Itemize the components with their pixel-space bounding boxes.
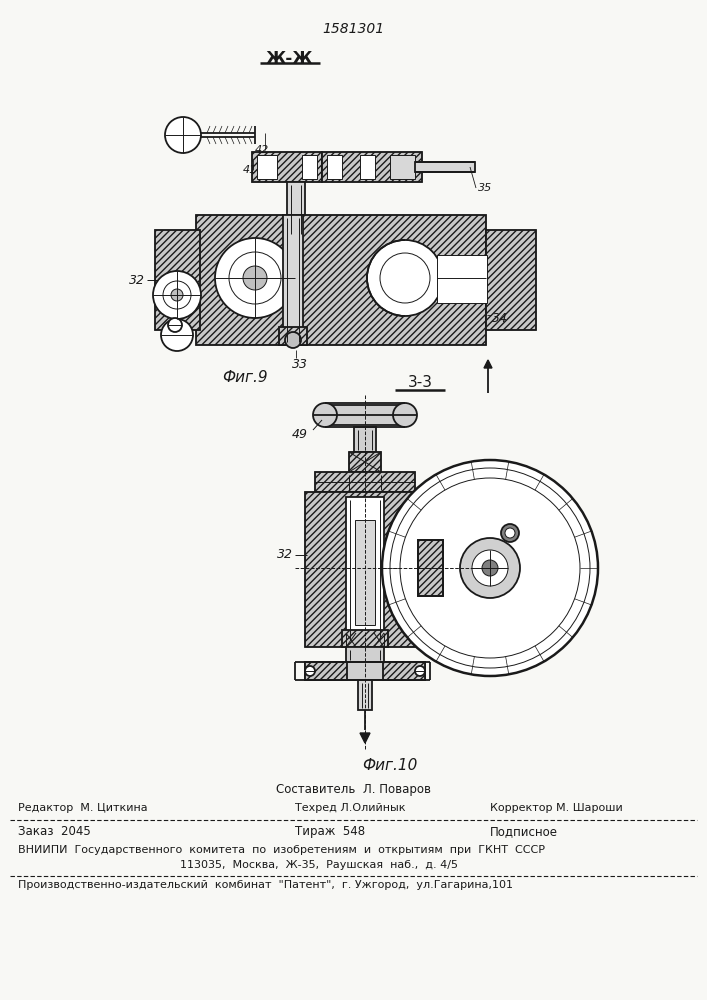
- Text: 33: 33: [292, 358, 308, 371]
- Text: 1581301: 1581301: [322, 22, 384, 36]
- Bar: [327, 155, 342, 179]
- Bar: [390, 155, 415, 179]
- Bar: [360, 155, 375, 179]
- Text: Заказ  2045: Заказ 2045: [18, 825, 90, 838]
- Text: Фиг.9: Фиг.9: [222, 370, 268, 385]
- Circle shape: [163, 281, 191, 309]
- Bar: [415, 162, 475, 172]
- Polygon shape: [360, 733, 370, 743]
- Polygon shape: [196, 215, 486, 345]
- Circle shape: [482, 560, 498, 576]
- Circle shape: [501, 524, 519, 542]
- Circle shape: [367, 240, 443, 316]
- Polygon shape: [486, 230, 536, 330]
- Polygon shape: [252, 152, 322, 182]
- Circle shape: [161, 319, 193, 351]
- Circle shape: [305, 666, 315, 676]
- Bar: [358, 680, 372, 710]
- Text: Составитель  Л. Поваров: Составитель Л. Поваров: [276, 783, 431, 796]
- Polygon shape: [418, 540, 443, 596]
- Polygon shape: [342, 630, 388, 647]
- Text: 35: 35: [478, 183, 492, 193]
- Text: 32: 32: [277, 548, 293, 562]
- Text: 113035,  Москва,  Ж-35,  Раушская  наб.,  д. 4/5: 113035, Москва, Ж-35, Раушская наб., д. …: [180, 860, 458, 870]
- Polygon shape: [349, 452, 381, 472]
- Circle shape: [171, 289, 183, 301]
- Text: Техред Л.Олийнык: Техред Л.Олийнык: [295, 803, 406, 813]
- Bar: [354, 427, 376, 452]
- Polygon shape: [383, 662, 425, 680]
- Text: 3-3: 3-3: [407, 375, 433, 390]
- Circle shape: [313, 403, 337, 427]
- Circle shape: [165, 117, 201, 153]
- Polygon shape: [305, 662, 347, 680]
- Circle shape: [393, 403, 417, 427]
- Circle shape: [460, 538, 520, 598]
- Text: Производственно-издательский  комбинат  "Патент",  г. Ужгород,  ул.Гагарина,101: Производственно-издательский комбинат "П…: [18, 880, 513, 890]
- Bar: [302, 155, 317, 179]
- Polygon shape: [315, 472, 415, 492]
- Circle shape: [380, 253, 430, 303]
- Bar: [346, 647, 384, 662]
- Circle shape: [415, 666, 425, 676]
- Text: Корректор М. Шароши: Корректор М. Шароши: [490, 803, 623, 813]
- Circle shape: [472, 550, 508, 586]
- Text: Ж-Ж: Ж-Ж: [267, 50, 314, 68]
- Circle shape: [153, 271, 201, 319]
- Bar: [257, 155, 277, 179]
- Circle shape: [382, 460, 598, 676]
- Bar: [437, 255, 487, 303]
- Circle shape: [400, 478, 580, 658]
- Text: Тираж  548: Тираж 548: [295, 825, 365, 838]
- Circle shape: [168, 318, 182, 332]
- Text: Редактор  М. Циткина: Редактор М. Циткина: [18, 803, 148, 813]
- Polygon shape: [155, 230, 200, 330]
- Circle shape: [285, 332, 301, 348]
- Polygon shape: [305, 492, 420, 647]
- Bar: [305, 662, 425, 680]
- Circle shape: [505, 528, 515, 538]
- Polygon shape: [484, 360, 492, 368]
- Circle shape: [243, 266, 267, 290]
- Bar: [320, 405, 410, 425]
- Bar: [283, 215, 303, 345]
- Bar: [355, 520, 375, 625]
- Polygon shape: [322, 152, 422, 182]
- Text: 49: 49: [292, 428, 308, 441]
- Text: 41: 41: [243, 165, 257, 175]
- Text: ВНИИПИ  Государственного  комитета  по  изобретениям  и  открытиям  при  ГКНТ  С: ВНИИПИ Государственного комитета по изоб…: [18, 845, 545, 855]
- Circle shape: [229, 252, 281, 304]
- Bar: [346, 497, 384, 642]
- Text: Подписное: Подписное: [490, 825, 558, 838]
- Text: Фиг.10: Фиг.10: [362, 758, 418, 773]
- Bar: [287, 182, 305, 237]
- Bar: [418, 540, 443, 596]
- Polygon shape: [279, 327, 307, 345]
- Circle shape: [215, 238, 295, 318]
- Text: 32: 32: [129, 273, 145, 286]
- Text: 42: 42: [255, 145, 269, 155]
- Text: 34: 34: [492, 312, 508, 324]
